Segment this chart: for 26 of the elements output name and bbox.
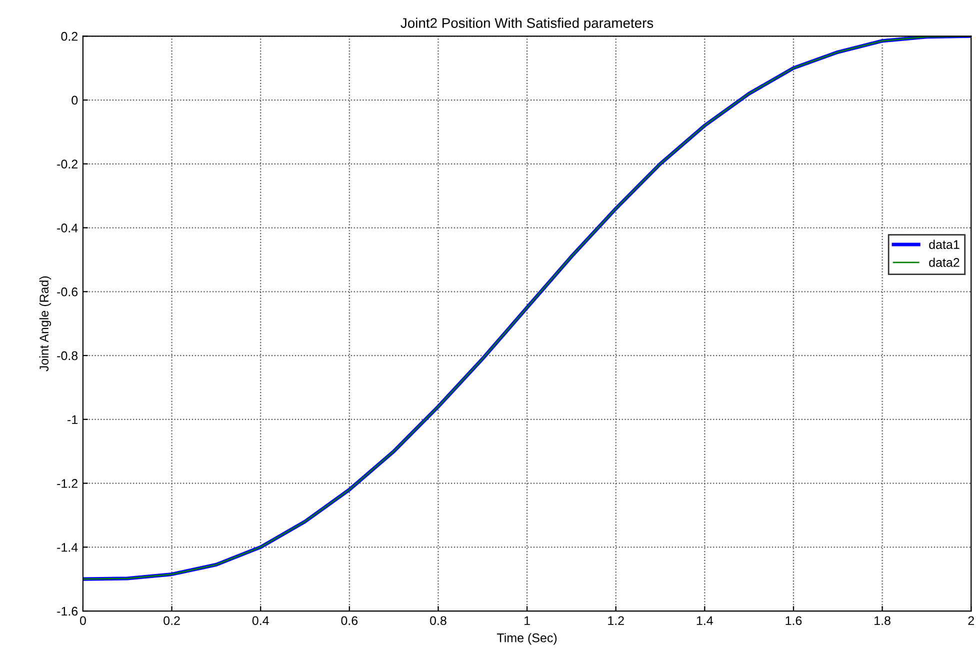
y-tick-label: -1.6 <box>57 606 78 616</box>
y-tick-label: -0.6 <box>57 287 78 296</box>
y-tick-label: -0.2 <box>57 160 78 169</box>
x-tick-label: 1.2 <box>608 616 624 625</box>
x-tick-label: 1 <box>524 616 530 625</box>
y-tick-label: 0.2 <box>61 32 78 41</box>
x-tick-label: 0.6 <box>341 616 358 626</box>
y-tick-label: 0 <box>72 96 78 105</box>
legend-label: data2 <box>929 258 960 267</box>
y-tick-label: -0.4 <box>57 224 78 232</box>
legend-label: data1 <box>929 240 960 249</box>
y-tick-label: -1.2 <box>57 479 78 488</box>
y-axis-title: Joint Angle (Rad) <box>39 276 52 372</box>
x-tick-label: 1.6 <box>786 616 802 626</box>
x-tick-label: 2 <box>968 616 974 625</box>
x-tick-label: 1.4 <box>696 616 713 625</box>
x-axis-title: Time (Sec) <box>497 633 557 645</box>
x-tick-label: 0.8 <box>430 616 446 626</box>
x-tick-label: 0 <box>80 616 86 626</box>
x-tick-label: 1.8 <box>874 616 890 626</box>
chart-title: Joint2 Position With Satisfied parameters <box>400 18 654 31</box>
y-tick-label: -0.8 <box>57 351 78 360</box>
x-tick-label: 0.2 <box>164 616 180 626</box>
x-tick-label: 0.4 <box>252 616 269 626</box>
y-tick-label: -1 <box>68 415 78 424</box>
y-tick-label: -1.4 <box>57 543 78 552</box>
